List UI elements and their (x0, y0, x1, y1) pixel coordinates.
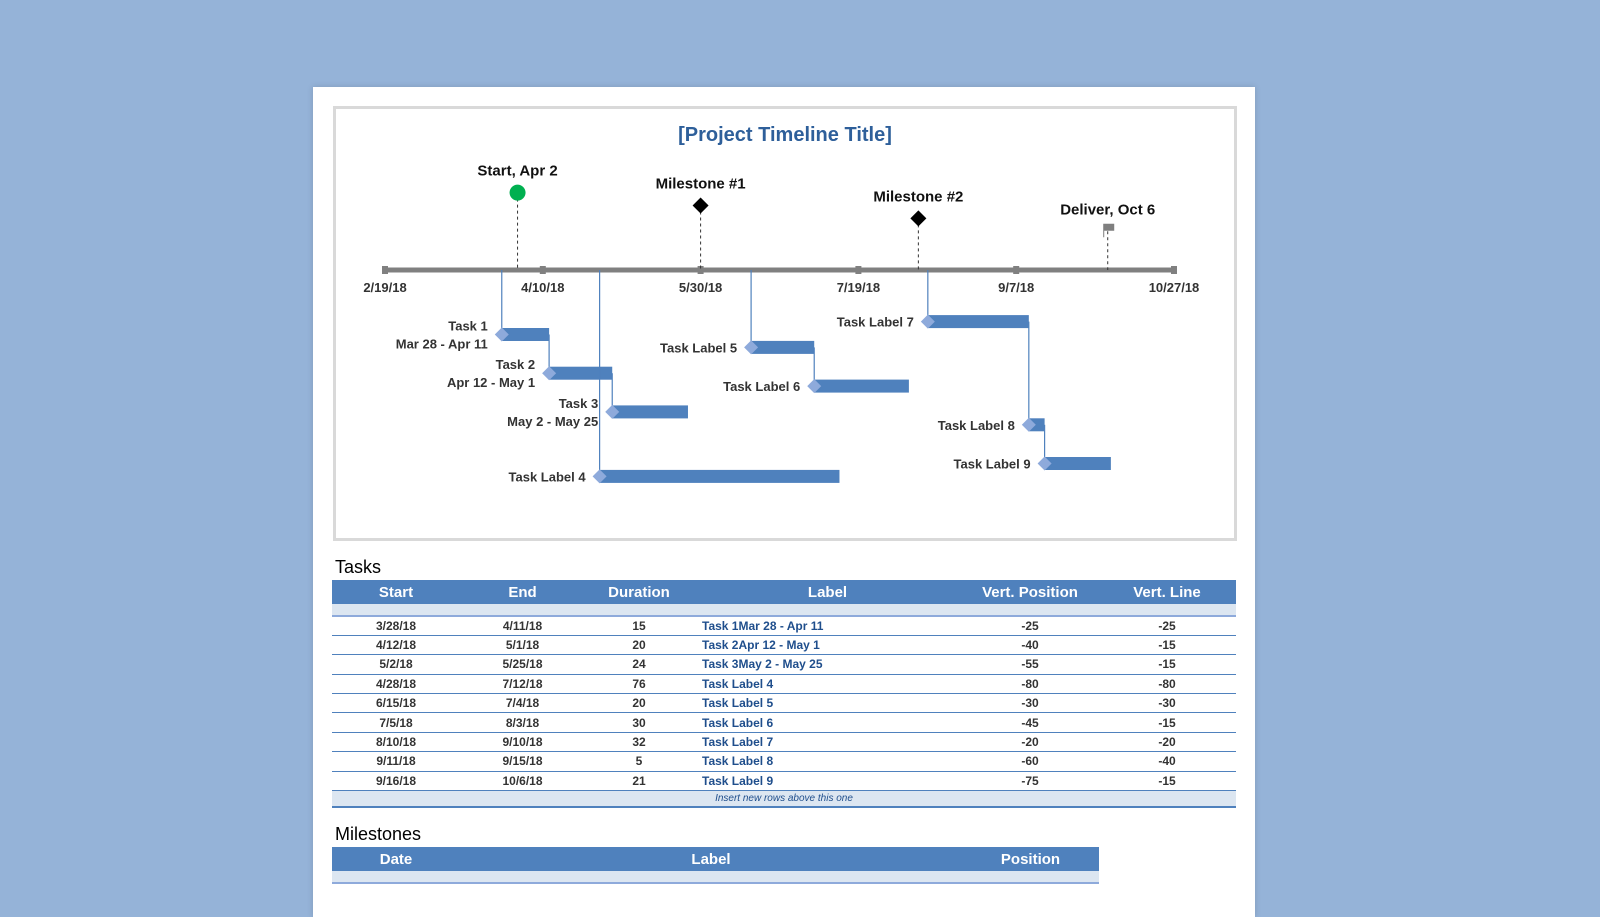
col-header-vert-line[interactable]: Vert. Line (1098, 580, 1236, 604)
table-cell[interactable]: 20 (585, 693, 693, 714)
table-cell[interactable]: -40 (1098, 751, 1236, 772)
insert-rows-note: Insert new rows above this one (332, 790, 1236, 808)
table-cell[interactable]: 32 (585, 732, 693, 753)
table-cell[interactable]: -15 (1098, 635, 1236, 656)
table-cell[interactable]: 9/10/18 (460, 732, 585, 753)
table-cell[interactable]: -20 (1098, 732, 1236, 753)
col-header-start[interactable]: Start (332, 580, 460, 604)
table-cell[interactable]: -15 (1098, 654, 1236, 675)
table-cell[interactable]: -30 (962, 693, 1098, 714)
tasks-table[interactable]: Start End Duration Label Vert. Position Vert.… (332, 580, 1236, 808)
blank-row (332, 604, 1236, 617)
table-cell[interactable]: Task Label 9 (693, 771, 962, 792)
table-cell[interactable]: 7/5/18 (332, 712, 460, 733)
col-header-duration[interactable]: Duration (585, 580, 693, 604)
table-cell[interactable]: 9/15/18 (460, 751, 585, 772)
table-cell[interactable]: -15 (1098, 771, 1236, 792)
col-header-date[interactable]: Date (332, 847, 460, 871)
table-cell[interactable]: Task Label 6 (693, 712, 962, 733)
table-row[interactable]: 4/12/18 5/1/18 20 Task 2Apr 12 - May 1 -40 -1… (332, 635, 1236, 656)
table-cell[interactable]: 20 (585, 635, 693, 656)
table-row[interactable]: 9/11/18 9/15/18 5 Task Label 8 -60 -40 (332, 751, 1236, 772)
table-cell[interactable]: 24 (585, 654, 693, 675)
table-cell[interactable]: 15 (585, 616, 693, 636)
col-header-vert-position[interactable]: Vert. Position (962, 580, 1098, 604)
table-row[interactable]: 4/28/18 7/12/18 76 Task Label 4 -80 -80 (332, 674, 1236, 695)
table-cell[interactable]: -55 (962, 654, 1098, 675)
table-row[interactable]: 5/2/18 5/25/18 24 Task 3May 2 - May 25 -55 -1… (332, 654, 1236, 675)
table-cell[interactable]: 3/28/18 (332, 616, 460, 636)
table-cell[interactable]: 7/4/18 (460, 693, 585, 714)
table-cell[interactable]: -60 (962, 751, 1098, 772)
table-cell[interactable]: Task Label 5 (693, 693, 962, 714)
table-cell[interactable]: -80 (962, 674, 1098, 695)
table-cell[interactable]: Task 3May 2 - May 25 (693, 654, 962, 675)
table-cell[interactable]: -25 (962, 616, 1098, 636)
table-cell[interactable]: -20 (962, 732, 1098, 753)
table-cell[interactable]: 76 (585, 674, 693, 695)
col-header-label[interactable]: Label (693, 580, 962, 604)
table-cell[interactable]: 8/3/18 (460, 712, 585, 733)
milestones-table[interactable]: Date Label Position (332, 847, 1099, 884)
table-cell[interactable]: 4/12/18 (332, 635, 460, 656)
table-cell[interactable]: -75 (962, 771, 1098, 792)
table-cell[interactable]: Task 2Apr 12 - May 1 (693, 635, 962, 656)
chart-title: [Project Timeline Title] (678, 124, 892, 146)
table-cell[interactable]: 5/25/18 (460, 654, 585, 675)
table-cell[interactable]: Task Label 7 (693, 732, 962, 753)
table-cell[interactable]: 8/10/18 (332, 732, 460, 753)
table-cell[interactable]: Task Label 8 (693, 751, 962, 772)
table-cell[interactable]: 5/1/18 (460, 635, 585, 656)
table-cell[interactable]: 5/2/18 (332, 654, 460, 675)
table-cell[interactable]: 21 (585, 771, 693, 792)
table-cell[interactable]: 6/15/18 (332, 693, 460, 714)
table-row[interactable]: 6/15/18 7/4/18 20 Task Label 5 -30 -30 (332, 693, 1236, 714)
col-header-label[interactable]: Label (460, 847, 962, 871)
col-header-position[interactable]: Position (962, 847, 1099, 871)
table-cell[interactable]: Task Label 4 (693, 674, 962, 695)
table-cell[interactable]: 4/11/18 (460, 616, 585, 636)
tasks-heading: Tasks (335, 557, 382, 577)
table-cell[interactable]: 10/6/18 (460, 771, 585, 792)
table-cell[interactable]: -45 (962, 712, 1098, 733)
table-row[interactable]: 8/10/18 9/10/18 32 Task Label 7 -20 -20 (332, 732, 1236, 753)
table-cell[interactable]: Task 1Mar 28 - Apr 11 (693, 616, 962, 636)
table-cell[interactable]: 4/28/18 (332, 674, 460, 695)
table-row[interactable]: 7/5/18 8/3/18 30 Task Label 6 -45 -15 (332, 712, 1236, 733)
table-cell[interactable]: 30 (585, 712, 693, 733)
table-cell[interactable]: -40 (962, 635, 1098, 656)
milestones-heading: Milestones (335, 824, 422, 844)
table-cell[interactable]: 7/12/18 (460, 674, 585, 695)
table-cell[interactable]: 9/11/18 (332, 751, 460, 772)
table-row[interactable]: 9/16/18 10/6/18 21 Task Label 9 -75 -15 (332, 771, 1236, 792)
col-header-end[interactable]: End (460, 580, 585, 604)
table-cell[interactable]: -25 (1098, 616, 1236, 636)
table-cell[interactable]: -80 (1098, 674, 1236, 695)
timeline-chart-area[interactable] (333, 106, 1237, 541)
table-row[interactable]: 3/28/18 4/11/18 15 Task 1Mar 28 - Apr 11 -25… (332, 616, 1236, 636)
table-cell[interactable]: 5 (585, 751, 693, 772)
table-cell[interactable]: -15 (1098, 712, 1236, 733)
table-cell[interactable]: 9/16/18 (332, 771, 460, 792)
table-cell[interactable]: -30 (1098, 693, 1236, 714)
